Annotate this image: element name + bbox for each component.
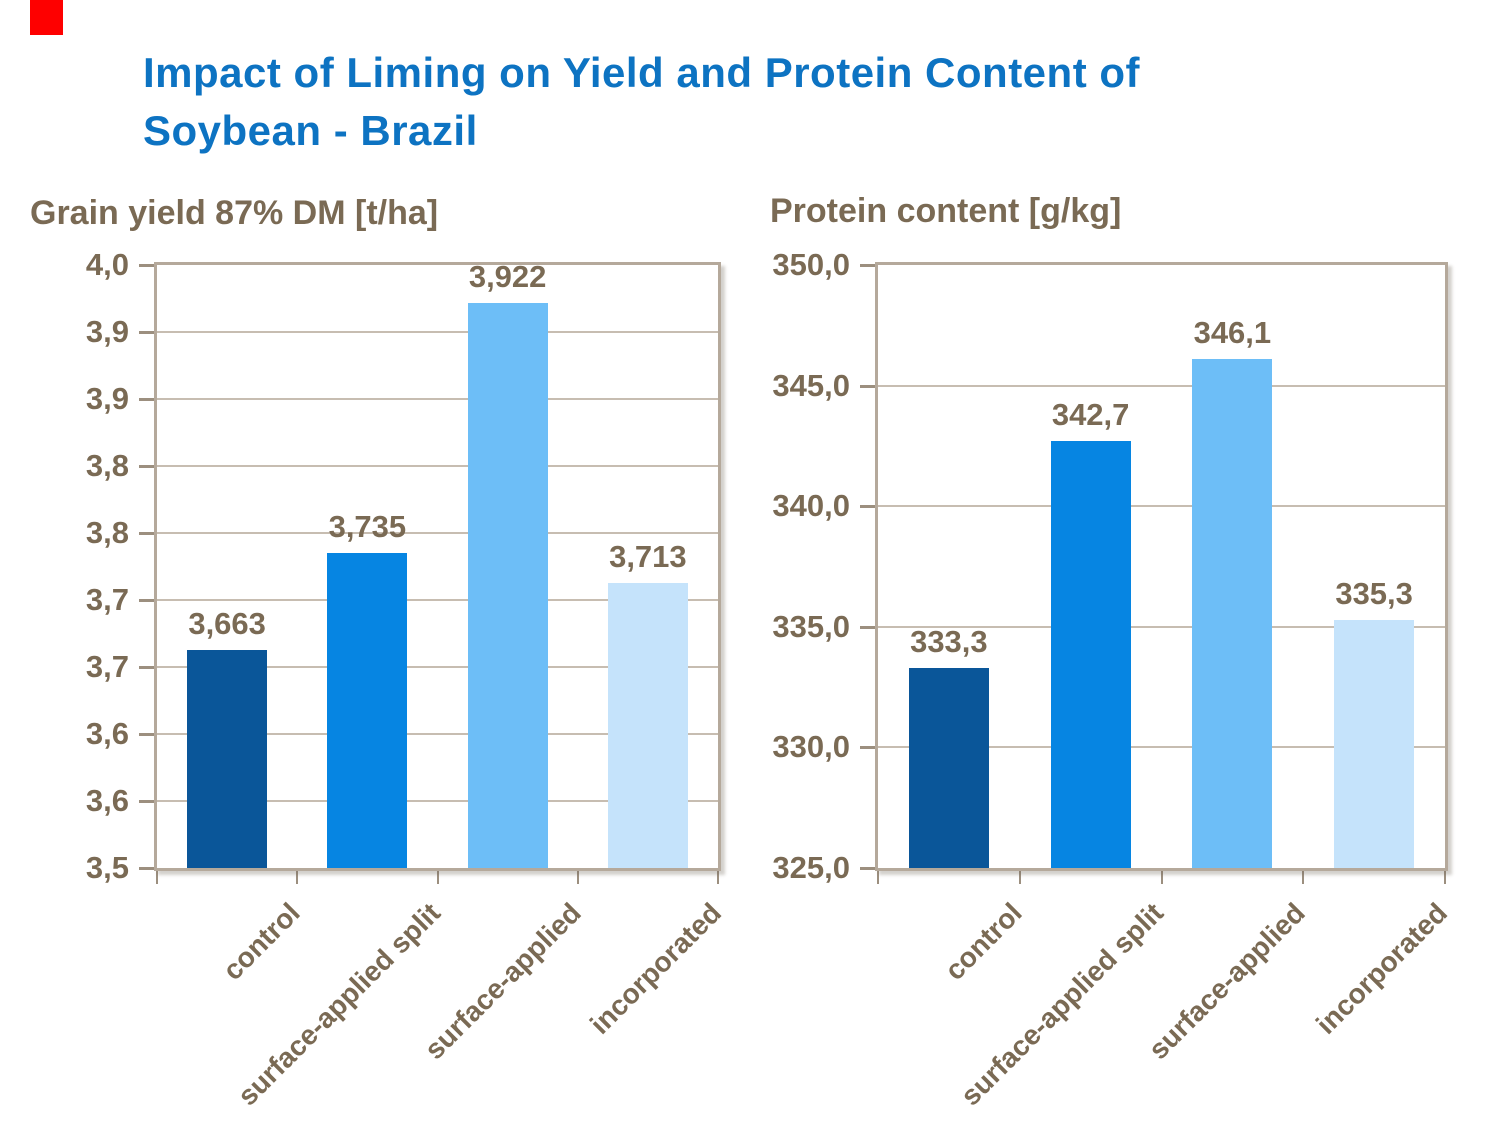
gridline xyxy=(157,800,718,802)
bar xyxy=(1334,619,1415,868)
y-tick-mark xyxy=(139,465,157,468)
y-tick-label: 3,8 xyxy=(85,448,129,483)
gridline xyxy=(878,625,1445,628)
bar xyxy=(467,302,548,868)
gridline xyxy=(157,331,718,333)
x-tick-mark xyxy=(576,871,579,884)
y-tick-mark xyxy=(139,666,157,669)
gridline xyxy=(157,398,718,400)
category-label: surface-applied xyxy=(1143,897,1312,1066)
bar xyxy=(1192,359,1273,868)
category-label: control xyxy=(217,897,307,987)
y-tick-mark xyxy=(860,384,878,388)
gridline xyxy=(878,384,1445,387)
value-label: 3,713 xyxy=(609,538,687,574)
y-tick-mark xyxy=(860,867,878,870)
y-tick-label: 330,0 xyxy=(772,729,850,765)
y-tick-label: 3,5 xyxy=(85,850,129,885)
bar xyxy=(908,667,989,868)
x-tick-mark xyxy=(1160,871,1163,884)
gridline xyxy=(157,666,718,668)
gridline xyxy=(878,746,1445,749)
y-tick-mark xyxy=(860,746,878,750)
y-tick-mark xyxy=(139,733,157,736)
gridline xyxy=(878,505,1445,508)
x-tick-mark xyxy=(717,871,719,884)
gridline xyxy=(157,532,718,534)
y-tick-mark xyxy=(860,505,878,509)
y-tick-mark xyxy=(139,800,157,803)
x-tick-mark xyxy=(1444,871,1446,884)
y-tick-label: 340,0 xyxy=(772,488,850,524)
category-label: incorporated xyxy=(583,897,727,1040)
x-tick-mark xyxy=(156,871,158,884)
value-label: 3,663 xyxy=(188,605,266,641)
y-tick-label: 3,6 xyxy=(85,716,129,751)
value-label: 3,735 xyxy=(328,509,407,545)
y-tick-label: 345,0 xyxy=(772,367,850,403)
y-tick-label: 4,0 xyxy=(85,247,129,282)
y-tick-mark xyxy=(139,867,157,870)
y-tick-mark xyxy=(139,264,157,267)
y-tick-mark xyxy=(139,599,157,602)
y-tick-mark xyxy=(139,331,157,334)
bar xyxy=(607,582,688,868)
x-tick-mark xyxy=(877,871,879,884)
value-label: 346,1 xyxy=(1193,315,1272,351)
y-tick-label: 3,7 xyxy=(85,649,129,684)
category-label: control xyxy=(938,897,1028,987)
y-tick-mark xyxy=(139,532,157,535)
value-label: 3,922 xyxy=(468,258,547,294)
bar xyxy=(327,553,408,868)
page-title: Impact of Liming on Yield and Protein Co… xyxy=(143,44,1423,160)
chart-title: Grain yield 87% DM [t/ha] xyxy=(30,194,439,232)
gridline xyxy=(157,599,718,601)
y-tick-mark xyxy=(860,625,878,629)
y-tick-label: 3,9 xyxy=(85,381,129,416)
x-tick-mark xyxy=(1018,871,1021,884)
value-label: 342,7 xyxy=(1051,397,1130,433)
bar xyxy=(187,649,268,868)
y-tick-mark xyxy=(139,398,157,401)
value-label: 333,3 xyxy=(910,623,988,659)
page-title-line1: Impact of Liming on Yield and Protein Co… xyxy=(143,49,1140,96)
y-tick-label: 3,8 xyxy=(85,515,129,550)
chart-title: Protein content [g/kg] xyxy=(770,192,1122,230)
y-tick-mark xyxy=(860,264,878,267)
y-tick-label: 325,0 xyxy=(772,850,850,885)
bar xyxy=(1050,441,1131,868)
gridline xyxy=(157,733,718,735)
value-label: 335,3 xyxy=(1335,575,1413,611)
logo-red-square xyxy=(30,0,63,35)
y-tick-label: 3,7 xyxy=(85,582,129,617)
category-label: incorporated xyxy=(1310,897,1454,1040)
y-tick-label: 350,0 xyxy=(772,247,850,282)
gridline xyxy=(157,465,718,467)
x-tick-mark xyxy=(436,871,439,884)
y-tick-label: 3,9 xyxy=(85,314,129,349)
y-tick-label: 3,6 xyxy=(85,783,129,818)
x-tick-mark xyxy=(296,871,299,884)
page-title-line2: Soybean - Brazil xyxy=(143,107,478,154)
y-tick-label: 335,0 xyxy=(772,608,850,644)
x-tick-mark xyxy=(1302,871,1305,884)
